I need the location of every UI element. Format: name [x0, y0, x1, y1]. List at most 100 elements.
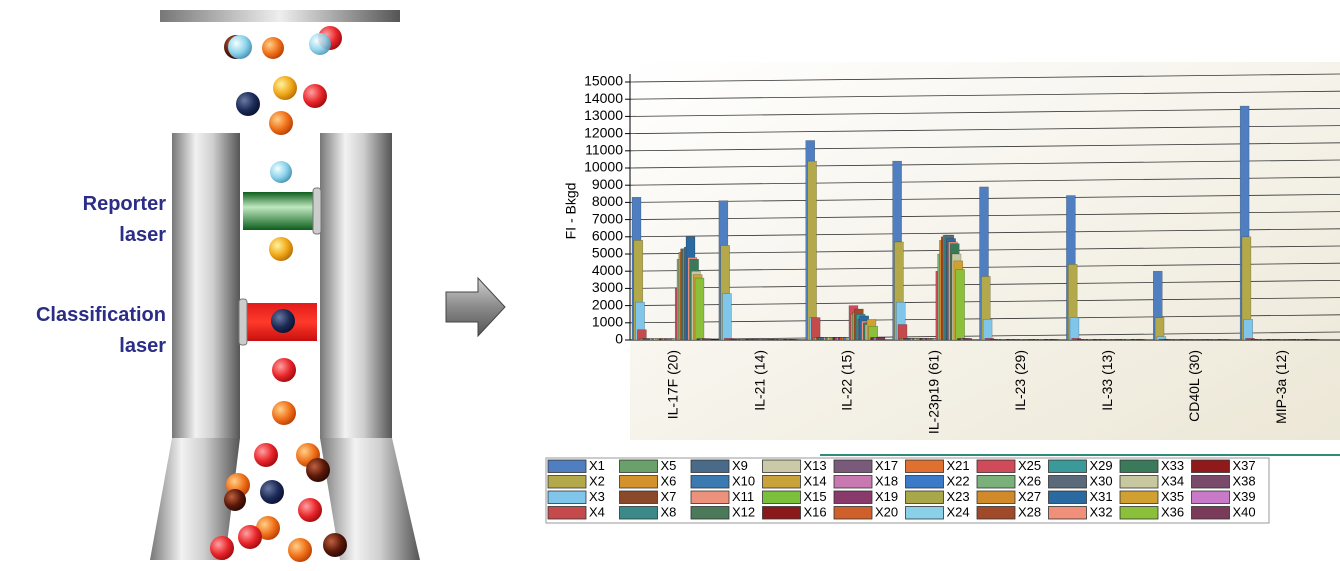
- grid-line: [629, 90, 1340, 100]
- x-tick-label: IL-22 (15): [838, 350, 854, 411]
- legend-label: X7: [661, 489, 677, 504]
- y-tick-label: 3000: [592, 279, 623, 295]
- legend-label: X8: [661, 505, 677, 520]
- bar: [1243, 319, 1253, 341]
- arrow: [445, 276, 506, 338]
- legend-swatch: [1048, 459, 1087, 473]
- nozzle: [160, 10, 400, 22]
- legend-swatch: [833, 459, 873, 473]
- legend-label: X32: [1090, 505, 1113, 520]
- legend-swatch: [762, 459, 801, 473]
- legend-swatch: [976, 490, 1016, 504]
- y-tick-label: 4000: [592, 262, 623, 278]
- x-tick-label: IL-33 (13): [1099, 350, 1115, 411]
- tube-wall: [320, 133, 392, 438]
- legend-swatch: [1048, 490, 1087, 504]
- y-tick-label: 0: [615, 331, 623, 347]
- legend-swatch: [547, 506, 587, 520]
- reporter-label: Reporter laser: [82, 193, 166, 246]
- legend-label: X38: [1233, 474, 1256, 489]
- y-tick-label: 1000: [592, 314, 623, 330]
- legend-label: X28: [1018, 505, 1041, 520]
- grid-line: [629, 73, 1340, 83]
- legend-swatch: [690, 490, 730, 504]
- beads: [210, 26, 347, 562]
- flow-diagram: [150, 10, 420, 562]
- x-tick-label: MIP-3a (12): [1273, 350, 1289, 424]
- bar: [955, 269, 965, 341]
- legend-swatch: [1048, 506, 1087, 520]
- legend-swatch: [619, 475, 658, 489]
- legend-swatch: [833, 475, 873, 489]
- legend-label: X40: [1233, 505, 1256, 520]
- x-tick-label: CD40L (30): [1186, 350, 1202, 422]
- y-tick-label: 10000: [584, 159, 623, 175]
- grid-line: [629, 176, 1340, 186]
- legend-swatch: [976, 459, 1016, 473]
- bar: [1049, 339, 1059, 341]
- legend-label: X36: [1161, 505, 1184, 520]
- laser-cap: [312, 187, 322, 235]
- funnel-wall: [320, 438, 420, 560]
- y-tick-label: 5000: [592, 245, 623, 261]
- bar: [1310, 339, 1320, 341]
- legend-label: X18: [875, 474, 898, 489]
- legend-label: X5: [661, 458, 677, 473]
- funnel-wall: [150, 438, 240, 560]
- legend-label: X4: [589, 505, 605, 520]
- legend-label: X9: [732, 458, 748, 473]
- legend-label: X1: [589, 458, 605, 473]
- x-tick-label: IL-17F (20): [665, 350, 681, 419]
- legend-label: X17: [875, 458, 898, 473]
- legend-swatch: [762, 490, 801, 504]
- tube-wall: [172, 133, 240, 438]
- legend-label: X30: [1090, 474, 1113, 489]
- legend-label: X35: [1161, 489, 1184, 504]
- y-tick-label: 8000: [592, 193, 623, 209]
- legend-label: X3: [589, 489, 605, 504]
- grid-line: [629, 125, 1340, 134]
- legend-swatch: [619, 506, 658, 520]
- legend-swatch: [690, 459, 730, 473]
- legend-label: X34: [1161, 474, 1184, 489]
- legend-swatch: [905, 475, 944, 489]
- bar: [1136, 339, 1146, 341]
- legend-label: X31: [1090, 489, 1113, 504]
- legend-swatch: [619, 490, 658, 504]
- legend-label: X15: [804, 489, 827, 504]
- legend-swatch: [547, 459, 587, 473]
- y-axis-title: FI - Bkgd: [563, 183, 579, 240]
- legend-swatch: [976, 475, 1016, 489]
- legend-label: X25: [1018, 458, 1041, 473]
- legend-label: X29: [1090, 458, 1113, 473]
- legend-label: X22: [947, 474, 970, 489]
- legend-swatch: [833, 506, 873, 520]
- bar: [875, 337, 886, 341]
- grid-line: [629, 142, 1340, 152]
- legend-swatch: [1191, 475, 1230, 489]
- legend-label: X23: [947, 489, 970, 504]
- legend-swatch: [976, 506, 1016, 520]
- x-tick-label: IL-23 (29): [1012, 350, 1028, 411]
- y-tick-label: 11000: [585, 142, 623, 158]
- y-tick-label: 12000: [584, 124, 623, 140]
- y-tick-label: 6000: [592, 228, 623, 244]
- legend-swatch: [762, 475, 801, 489]
- legend-swatch: [905, 490, 944, 504]
- bar: [982, 319, 993, 341]
- legend-swatch: [905, 459, 944, 473]
- legend-swatch: [1048, 475, 1087, 489]
- bar: [807, 160, 817, 341]
- legend-label: X24: [947, 505, 970, 520]
- legend-label: X19: [875, 489, 898, 504]
- reporter-laser: [243, 192, 317, 230]
- legend-swatch: [833, 490, 873, 504]
- legend-swatch: [1119, 506, 1159, 520]
- legend-label: X21: [947, 458, 970, 473]
- legend-label: X13: [804, 458, 827, 473]
- legend-label: X39: [1233, 489, 1256, 504]
- bar: [897, 324, 908, 341]
